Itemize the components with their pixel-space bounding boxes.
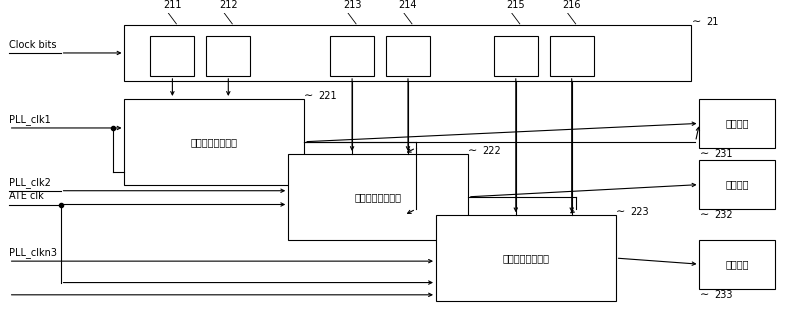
Text: 233: 233 <box>714 290 732 300</box>
Text: 工作电路: 工作电路 <box>726 259 749 269</box>
Text: 232: 232 <box>714 210 733 220</box>
Text: 222: 222 <box>482 146 501 156</box>
Text: 工作电路: 工作电路 <box>726 118 749 128</box>
Text: ∼: ∼ <box>699 149 709 159</box>
Text: 时钟切换控制电路: 时钟切换控制电路 <box>354 192 402 202</box>
Text: ∼: ∼ <box>699 290 709 300</box>
Text: 时钟切换控制电路: 时钟切换控制电路 <box>191 137 238 147</box>
FancyBboxPatch shape <box>288 154 468 240</box>
Text: 211: 211 <box>163 0 182 10</box>
Text: ∼: ∼ <box>468 146 478 156</box>
Text: 215: 215 <box>506 0 525 10</box>
FancyBboxPatch shape <box>125 99 304 185</box>
FancyBboxPatch shape <box>150 36 194 76</box>
FancyBboxPatch shape <box>125 25 691 81</box>
Text: ATE clk: ATE clk <box>9 191 43 201</box>
Text: 221: 221 <box>318 91 337 101</box>
FancyBboxPatch shape <box>386 36 430 76</box>
Text: 223: 223 <box>630 207 649 217</box>
Text: Clock bits: Clock bits <box>9 40 56 50</box>
FancyBboxPatch shape <box>699 240 775 289</box>
Text: ∼: ∼ <box>691 17 701 27</box>
FancyBboxPatch shape <box>330 36 374 76</box>
Text: 214: 214 <box>398 0 418 10</box>
FancyBboxPatch shape <box>436 215 616 301</box>
Text: PLL_clk2: PLL_clk2 <box>9 177 50 188</box>
Text: ∼: ∼ <box>616 207 625 217</box>
FancyBboxPatch shape <box>699 160 775 209</box>
Text: 216: 216 <box>562 0 581 10</box>
FancyBboxPatch shape <box>206 36 250 76</box>
Text: 231: 231 <box>714 149 732 159</box>
Text: 213: 213 <box>343 0 362 10</box>
Text: PLL_clkn3: PLL_clkn3 <box>9 247 57 258</box>
Text: 工作电路: 工作电路 <box>726 180 749 190</box>
Text: 212: 212 <box>219 0 238 10</box>
FancyBboxPatch shape <box>699 99 775 148</box>
FancyBboxPatch shape <box>494 36 538 76</box>
Text: 时钟切换控制电路: 时钟切换控制电路 <box>502 253 550 263</box>
Text: ∼: ∼ <box>304 91 314 101</box>
Text: ∼: ∼ <box>699 210 709 220</box>
Text: 21: 21 <box>706 17 718 27</box>
FancyBboxPatch shape <box>550 36 594 76</box>
Text: PLL_clk1: PLL_clk1 <box>9 114 50 125</box>
